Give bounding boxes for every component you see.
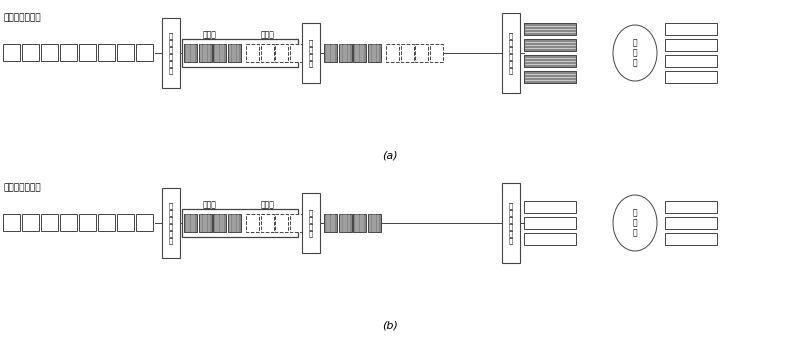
Bar: [386, 44, 399, 62]
Bar: [227, 214, 241, 232]
Text: 电
光
映
射
模
块: 电 光 映 射 模 块: [509, 32, 513, 74]
Bar: [136, 44, 153, 61]
Text: 正常工作模式：: 正常工作模式：: [3, 13, 41, 22]
Text: 高等级: 高等级: [203, 30, 217, 39]
Bar: [338, 214, 351, 232]
Bar: [261, 44, 274, 62]
Bar: [182, 39, 298, 67]
Ellipse shape: [613, 25, 657, 81]
Bar: [98, 214, 115, 231]
Bar: [184, 214, 197, 232]
Bar: [261, 214, 274, 232]
Bar: [324, 44, 337, 62]
Bar: [79, 214, 96, 231]
Text: 等
级
标
记
模
块: 等 级 标 记 模 块: [169, 32, 173, 74]
Text: 过
滤
模
块: 过 滤 模 块: [309, 209, 313, 237]
Text: 光
交
叉: 光 交 叉: [633, 209, 638, 237]
Bar: [41, 44, 58, 61]
Text: 高等级: 高等级: [203, 200, 217, 209]
Bar: [524, 201, 576, 213]
Text: (b): (b): [382, 320, 398, 330]
Bar: [338, 44, 351, 62]
Bar: [198, 214, 211, 232]
Bar: [665, 55, 717, 67]
Bar: [227, 44, 241, 62]
Bar: [162, 18, 180, 88]
Bar: [324, 214, 337, 232]
Bar: [353, 214, 366, 232]
Text: 过
滤
模
块: 过 滤 模 块: [309, 39, 313, 67]
Bar: [430, 44, 442, 62]
Bar: [524, 71, 576, 83]
Text: 电
光
映
射
模
块: 电 光 映 射 模 块: [509, 202, 513, 244]
Bar: [3, 214, 20, 231]
Bar: [524, 233, 576, 245]
Bar: [246, 44, 259, 62]
Bar: [246, 214, 259, 232]
Bar: [415, 44, 428, 62]
Bar: [401, 44, 414, 62]
Bar: [665, 217, 717, 229]
Bar: [524, 55, 576, 67]
Text: 低等级: 低等级: [261, 30, 275, 39]
Bar: [79, 44, 96, 61]
Bar: [117, 214, 134, 231]
Bar: [60, 214, 77, 231]
Bar: [98, 44, 115, 61]
Bar: [182, 209, 298, 237]
Bar: [665, 23, 717, 35]
Bar: [502, 13, 520, 93]
Text: 低等级: 低等级: [261, 200, 275, 209]
Bar: [665, 233, 717, 245]
Text: 光
交
叉: 光 交 叉: [633, 39, 638, 67]
Bar: [665, 39, 717, 51]
Bar: [524, 217, 576, 229]
Bar: [290, 44, 302, 62]
Bar: [665, 71, 717, 83]
Bar: [524, 23, 576, 35]
Bar: [117, 44, 134, 61]
Bar: [502, 183, 520, 263]
Text: (a): (a): [382, 150, 398, 160]
Bar: [22, 214, 39, 231]
Bar: [275, 44, 288, 62]
Text: 压缩恢复模式：: 压缩恢复模式：: [3, 183, 41, 192]
Bar: [60, 44, 77, 61]
Text: 等
级
标
记
模
块: 等 级 标 记 模 块: [169, 202, 173, 244]
Bar: [198, 44, 211, 62]
Bar: [367, 214, 381, 232]
Ellipse shape: [613, 195, 657, 251]
Bar: [302, 193, 320, 253]
Bar: [213, 44, 226, 62]
Bar: [524, 39, 576, 51]
Bar: [136, 214, 153, 231]
Bar: [353, 44, 366, 62]
Bar: [290, 214, 302, 232]
Bar: [367, 44, 381, 62]
Bar: [3, 44, 20, 61]
Bar: [184, 44, 197, 62]
Bar: [41, 214, 58, 231]
Bar: [665, 201, 717, 213]
Bar: [302, 23, 320, 83]
Bar: [213, 214, 226, 232]
Bar: [162, 188, 180, 258]
Bar: [275, 214, 288, 232]
Bar: [22, 44, 39, 61]
